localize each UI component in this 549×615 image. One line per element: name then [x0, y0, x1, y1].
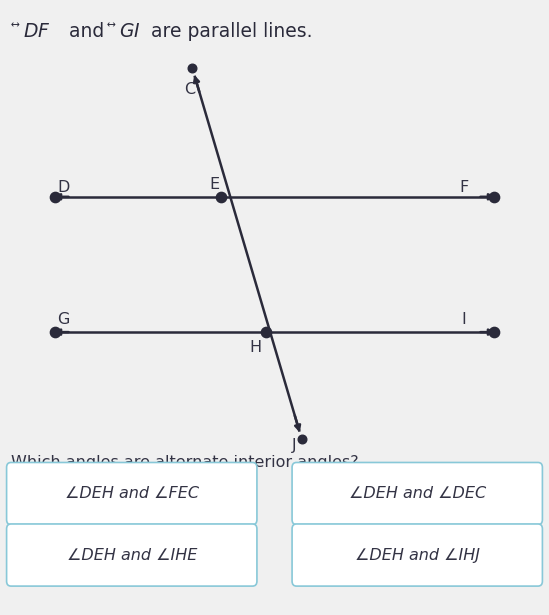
FancyBboxPatch shape [7, 524, 257, 586]
Point [188, 63, 197, 73]
Point [298, 434, 306, 444]
Text: ∠DEH and ∠IHJ: ∠DEH and ∠IHJ [355, 547, 480, 563]
Text: G: G [57, 312, 69, 327]
Text: Which angles are alternate interior angles?: Which angles are alternate interior angl… [11, 455, 358, 470]
Point [490, 327, 498, 337]
Point [51, 192, 59, 202]
Point [51, 327, 59, 337]
FancyBboxPatch shape [292, 524, 542, 586]
Text: ∠DEH and ∠FEC: ∠DEH and ∠FEC [65, 486, 199, 501]
Text: H: H [249, 340, 261, 355]
Text: F: F [460, 180, 468, 195]
Text: I: I [462, 312, 466, 327]
Point [262, 327, 271, 337]
Point [216, 192, 225, 202]
Text: $\overleftrightarrow{DF}$: $\overleftrightarrow{DF}$ [11, 22, 51, 41]
FancyBboxPatch shape [292, 462, 542, 525]
Text: C: C [184, 82, 195, 97]
Text: ∠DEH and ∠DEC: ∠DEH and ∠DEC [349, 486, 486, 501]
Text: $\overleftrightarrow{GI}$: $\overleftrightarrow{GI}$ [107, 22, 141, 41]
Text: and: and [63, 22, 110, 41]
Text: ∠DEH and ∠IHE: ∠DEH and ∠IHE [66, 547, 197, 563]
Point [490, 192, 498, 202]
Text: D: D [57, 180, 69, 195]
Text: J: J [292, 438, 296, 453]
Text: are parallel lines.: are parallel lines. [145, 22, 313, 41]
FancyBboxPatch shape [7, 462, 257, 525]
Text: E: E [209, 177, 219, 192]
